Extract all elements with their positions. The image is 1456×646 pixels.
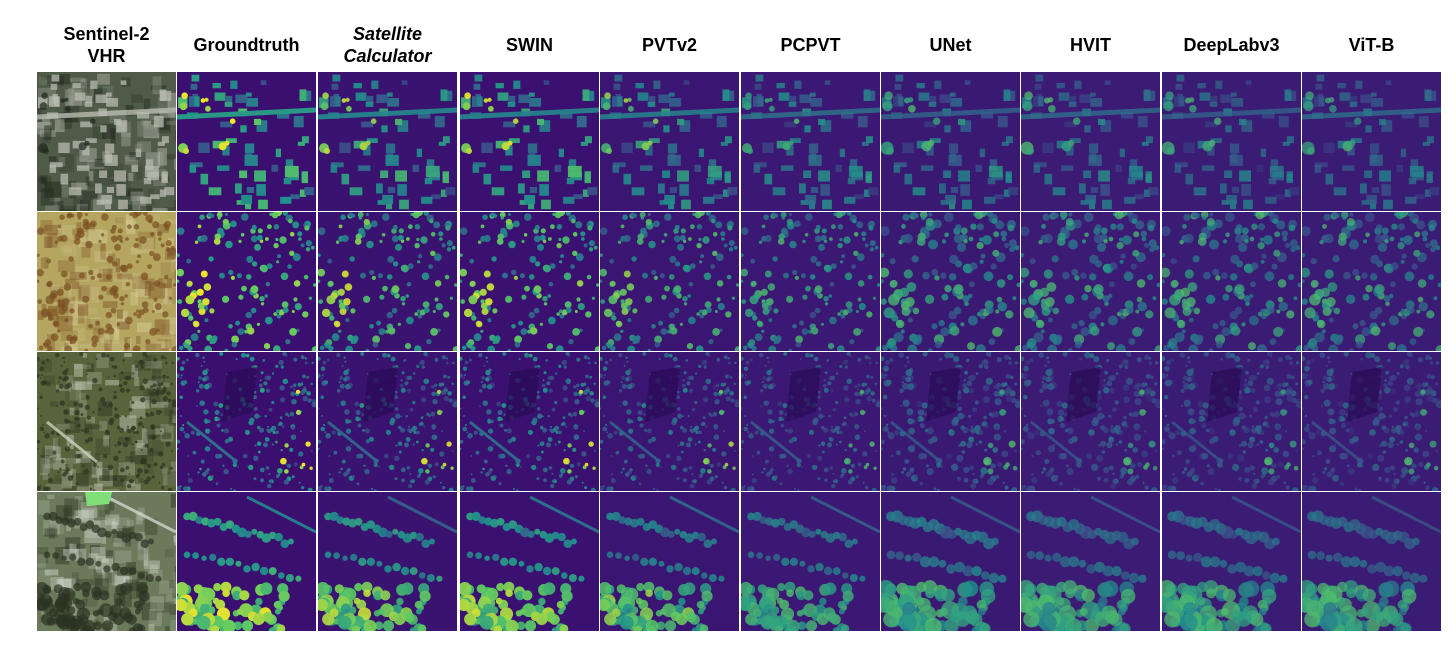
height-map xyxy=(1021,72,1160,211)
prediction-map-tile xyxy=(1302,212,1441,351)
prediction-map-tile xyxy=(460,492,599,631)
satellite-image xyxy=(37,492,176,631)
height-map xyxy=(177,352,316,491)
satellite-image xyxy=(37,352,176,491)
height-map xyxy=(318,212,457,351)
prediction-map-tile xyxy=(318,352,457,491)
prediction-map-tile xyxy=(600,212,739,351)
height-map xyxy=(1021,492,1160,631)
height-map xyxy=(600,212,739,351)
prediction-map-tile xyxy=(741,492,880,631)
height-map xyxy=(1302,212,1441,351)
column-header: Satellite Calculator xyxy=(343,24,432,66)
prediction-map-tile xyxy=(881,212,1020,351)
prediction-map-tile xyxy=(318,492,457,631)
height-map xyxy=(1302,352,1441,491)
prediction-map-tile xyxy=(177,72,316,211)
column-header: HVIT xyxy=(1069,35,1111,55)
height-map xyxy=(177,72,316,211)
prediction-map-tile xyxy=(460,352,599,491)
prediction-map-tile xyxy=(881,492,1020,631)
height-map xyxy=(460,492,599,631)
height-map xyxy=(741,212,880,351)
prediction-map-tile xyxy=(1162,352,1301,491)
height-map xyxy=(881,72,1020,211)
height-map xyxy=(460,352,599,491)
height-map xyxy=(600,72,739,211)
height-map xyxy=(1162,492,1301,631)
prediction-map-tile xyxy=(177,492,316,631)
prediction-map-tile xyxy=(1021,352,1160,491)
prediction-map-tile xyxy=(177,352,316,491)
height-map xyxy=(1162,352,1301,491)
column-header: PVTv2 xyxy=(641,35,698,55)
height-map xyxy=(1162,72,1301,211)
satellite-image-tile xyxy=(37,212,176,351)
column-header: DeepLabv3 xyxy=(1183,35,1280,55)
prediction-map-tile xyxy=(1302,492,1441,631)
prediction-map-tile xyxy=(600,492,739,631)
height-map xyxy=(460,212,599,351)
column-header: ViT-B xyxy=(1348,35,1395,55)
satellite-image xyxy=(37,72,176,211)
column-header: Sentinel-2 VHR xyxy=(63,24,150,66)
prediction-map-tile xyxy=(460,212,599,351)
height-map xyxy=(600,352,739,491)
prediction-map-tile xyxy=(741,352,880,491)
prediction-map-tile xyxy=(1162,492,1301,631)
column-header: SWIN xyxy=(506,35,553,55)
height-map xyxy=(318,352,457,491)
prediction-map-tile xyxy=(318,72,457,211)
column-header: PCPVT xyxy=(780,35,841,55)
prediction-map-tile xyxy=(881,72,1020,211)
height-map xyxy=(318,72,457,211)
prediction-map-tile xyxy=(741,212,880,351)
column-header: UNet xyxy=(929,35,972,55)
satellite-image xyxy=(37,212,176,351)
prediction-map-tile xyxy=(1162,212,1301,351)
height-map xyxy=(177,492,316,631)
prediction-map-tile xyxy=(318,212,457,351)
prediction-map-tile xyxy=(600,72,739,211)
height-map xyxy=(741,492,880,631)
prediction-map-tile xyxy=(1162,72,1301,211)
satellite-image-tile xyxy=(37,352,176,491)
height-map xyxy=(1162,212,1301,351)
height-map xyxy=(1021,212,1160,351)
height-map xyxy=(741,72,880,211)
prediction-map-tile xyxy=(1021,492,1160,631)
height-map xyxy=(1021,352,1160,491)
height-map xyxy=(881,212,1020,351)
height-map xyxy=(1302,72,1441,211)
satellite-image-tile xyxy=(37,492,176,631)
height-map xyxy=(1302,492,1441,631)
prediction-map-tile xyxy=(177,212,316,351)
prediction-map-tile xyxy=(1302,352,1441,491)
satellite-image-tile xyxy=(37,72,176,211)
prediction-map-tile xyxy=(1021,212,1160,351)
prediction-map-tile xyxy=(600,352,739,491)
prediction-map-tile xyxy=(741,72,880,211)
height-map xyxy=(177,212,316,351)
height-map xyxy=(318,492,457,631)
height-map xyxy=(460,72,599,211)
prediction-map-tile xyxy=(1302,72,1441,211)
height-map xyxy=(600,492,739,631)
prediction-map-tile xyxy=(881,352,1020,491)
height-map xyxy=(881,492,1020,631)
column-header: Groundtruth xyxy=(193,35,300,55)
height-map xyxy=(741,352,880,491)
height-map xyxy=(881,352,1020,491)
prediction-map-tile xyxy=(460,72,599,211)
prediction-map-tile xyxy=(1021,72,1160,211)
